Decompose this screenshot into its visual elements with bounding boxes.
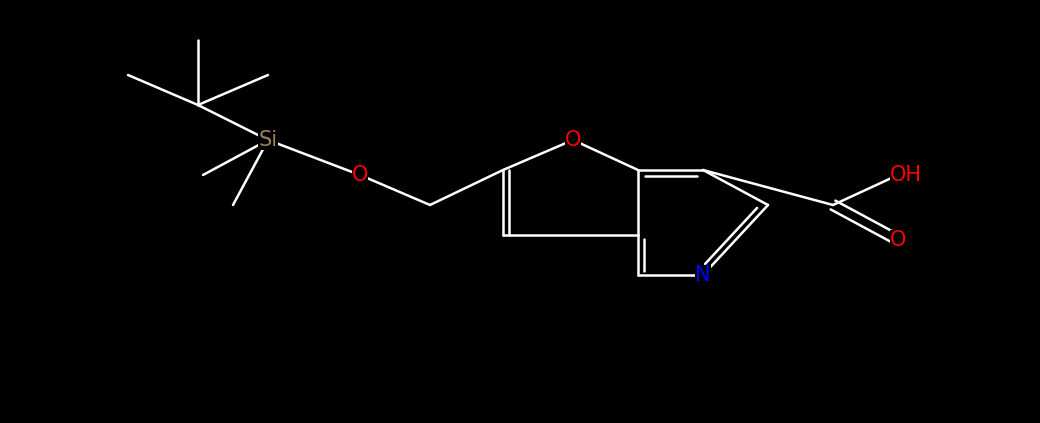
Text: OH: OH bbox=[890, 165, 922, 185]
Text: Si: Si bbox=[258, 130, 278, 150]
Text: O: O bbox=[565, 130, 581, 150]
Text: O: O bbox=[890, 230, 906, 250]
Text: N: N bbox=[696, 265, 710, 285]
Text: O: O bbox=[352, 165, 368, 185]
